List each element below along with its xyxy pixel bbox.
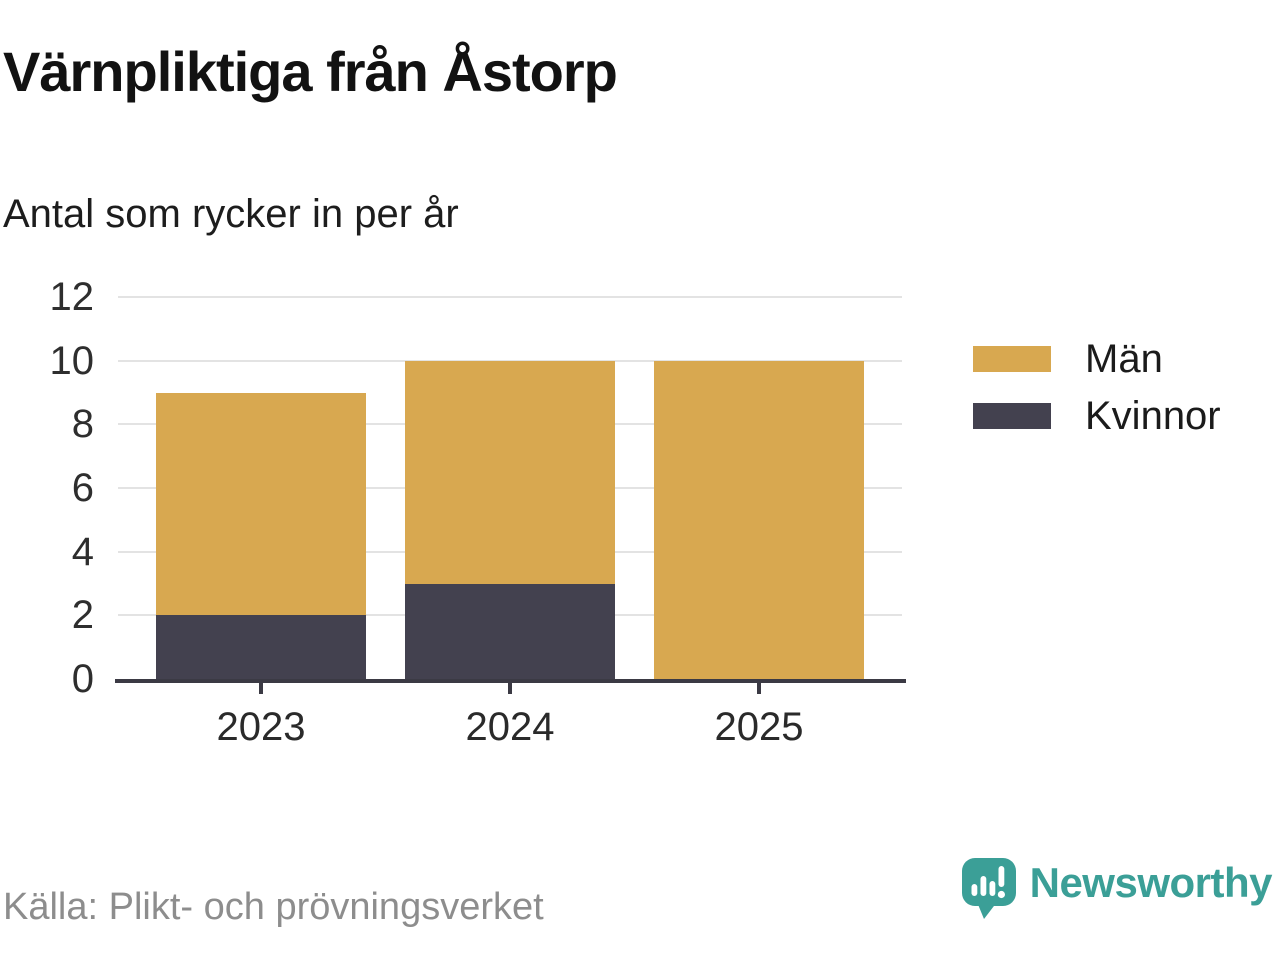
bar-2024-kvinnor <box>405 583 615 679</box>
bar-2023-kvinnor <box>156 615 366 679</box>
chart-subtitle: Antal som rycker in per år <box>3 192 459 236</box>
chart-title: Värnpliktiga från Åstorp <box>3 40 618 103</box>
y-tick-label-0: 0 <box>71 657 94 701</box>
x-tick-2024 <box>508 681 512 694</box>
x-tick-2025 <box>757 681 761 694</box>
plot-area <box>115 296 906 683</box>
legend-swatch-kvinnor <box>973 403 1051 429</box>
x-tick-label-2024: 2024 <box>465 705 555 749</box>
legend-swatch-män <box>973 346 1051 372</box>
y-tick-label-8: 8 <box>71 402 94 447</box>
x-tick-label-2023: 2023 <box>216 705 306 749</box>
source-note: Källa: Plikt- och prövningsverket <box>3 886 544 928</box>
x-tick-label-2025: 2025 <box>714 705 804 749</box>
bar-2023-män <box>156 392 366 616</box>
newsworthy-icon <box>961 858 1016 919</box>
bar-2024-män <box>405 360 615 584</box>
gridline-y12 <box>118 296 902 298</box>
bar-2025-män <box>654 360 864 679</box>
legend-label-kvinnor: Kvinnor <box>1085 394 1221 438</box>
y-tick-label-10: 10 <box>49 338 95 383</box>
legend-item-män: Män <box>973 337 1221 381</box>
legend-label-män: Män <box>1085 337 1163 381</box>
y-tick-label-2: 2 <box>71 593 94 638</box>
x-tick-2023 <box>259 681 263 694</box>
y-tick-label-12: 12 <box>49 275 95 319</box>
y-tick-label-4: 4 <box>71 529 94 574</box>
brand-logo: Newsworthy <box>961 858 1273 921</box>
legend: Män Kvinnor <box>973 337 1221 451</box>
brand-name: Newsworthy <box>1029 858 1273 906</box>
legend-item-kvinnor: Kvinnor <box>973 394 1221 438</box>
y-tick-label-6: 6 <box>71 466 94 510</box>
